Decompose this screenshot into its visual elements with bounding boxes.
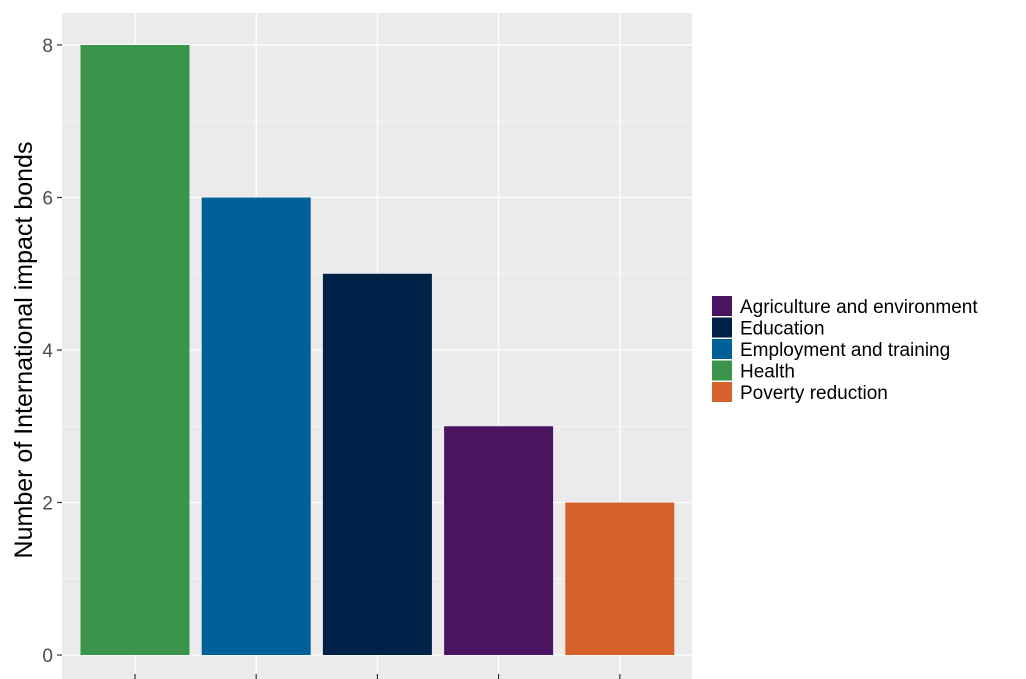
bar-agriculture-and-environment: [444, 426, 554, 655]
legend-label: Health: [740, 362, 795, 383]
bar-education: [322, 273, 432, 655]
legend-key: [712, 382, 732, 402]
y-axis-title: Number of International impact bonds: [10, 142, 38, 559]
y-tick-label: 0: [42, 646, 53, 667]
legend-label: Employment and training: [740, 340, 950, 361]
legend-key: [712, 317, 732, 338]
legend-label: Agriculture and environment: [740, 297, 978, 318]
legend-key: [712, 296, 732, 316]
legend: Agriculture and environmentEducationEmpl…: [712, 296, 978, 404]
bar-series: [80, 45, 675, 655]
y-axis: 0 2 4 6 8: [42, 36, 621, 679]
legend-key: [712, 339, 732, 359]
y-tick-label: 2: [42, 494, 53, 515]
y-tick-label: 8: [42, 36, 53, 57]
y-tick-label: 6: [42, 189, 53, 210]
legend-label: Education: [740, 319, 825, 340]
legend-key: [712, 360, 732, 381]
y-tick-label: 4: [42, 341, 53, 362]
legend-label: Poverty reduction: [740, 383, 888, 404]
bar-employment-and-training: [201, 197, 311, 655]
bar-health: [80, 45, 190, 655]
bar-poverty-reduction: [565, 502, 675, 655]
